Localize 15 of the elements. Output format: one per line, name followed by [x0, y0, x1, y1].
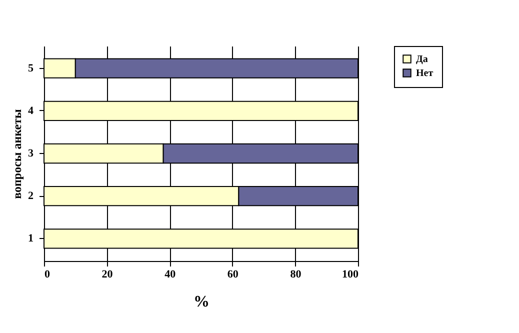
- x-tick-label: 40: [164, 268, 176, 280]
- x-tick-label: 80: [290, 268, 302, 280]
- y-tick-label: 4: [28, 104, 34, 117]
- x-tick-label: 0: [44, 268, 50, 280]
- legend-label: Да: [416, 54, 428, 65]
- y-axis-title: вопросы анкеты: [10, 108, 24, 199]
- legend-label: Нет: [416, 68, 434, 79]
- x-tick-label: 100: [342, 268, 359, 280]
- y-tick-label: 2: [28, 190, 34, 202]
- y-tick-label: 1: [28, 232, 34, 245]
- y-tick-label: 3: [28, 148, 34, 160]
- x-axis-title: %: [194, 294, 210, 310]
- y-tick-label: 5: [28, 62, 34, 74]
- x-tick-label: 20: [102, 268, 114, 280]
- x-tick-label: 60: [227, 268, 239, 280]
